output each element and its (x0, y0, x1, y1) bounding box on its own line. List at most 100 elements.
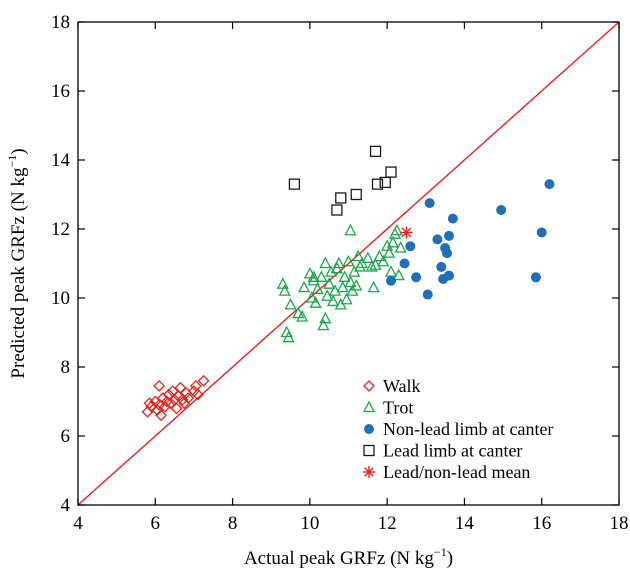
legend-item: Lead/non-lead mean (363, 462, 530, 482)
data-point (422, 289, 433, 300)
identity-line (77, 21, 620, 506)
data-point (373, 249, 386, 262)
series-circle (386, 179, 555, 300)
data-point (153, 380, 166, 392)
data-point (369, 145, 382, 158)
data-point (182, 392, 195, 404)
data-point (386, 275, 397, 286)
legend-marker (363, 466, 375, 478)
y-axis-label-sup: −1 (5, 155, 19, 168)
data-point (367, 280, 380, 293)
data-point (309, 296, 322, 308)
legend-label: Walk (383, 376, 421, 396)
data-point (288, 178, 301, 190)
data-point (344, 223, 357, 236)
data-point (442, 248, 453, 259)
data-point (155, 409, 168, 422)
x-axis-label-sup: −1 (434, 545, 447, 559)
y-tick-label: 12 (51, 219, 70, 240)
data-point (536, 227, 547, 238)
data-point (278, 284, 291, 296)
legend-item: Lead limb at canter (363, 441, 522, 461)
data-point (296, 310, 309, 322)
series-diamond (141, 374, 210, 422)
x-tick-label: 8 (228, 513, 238, 534)
legend-marker (362, 400, 376, 413)
data-point (350, 279, 363, 291)
data-point (305, 291, 318, 303)
axis-tick-labels: 4 6 8 10 12 14 16 18 4 6 8 10 12 14 16 18 (51, 12, 629, 534)
data-point (342, 254, 355, 267)
data-point (326, 294, 340, 307)
data-point (377, 254, 390, 267)
y-tick-label: 8 (61, 357, 71, 378)
data-point (332, 256, 345, 269)
data-point (319, 256, 332, 269)
data-point (447, 213, 458, 224)
data-point (191, 388, 204, 401)
y-tick-label: 4 (61, 495, 71, 516)
data-point (361, 251, 374, 263)
data-point (335, 192, 347, 204)
y-axis-label: Predicted peak GRFz (N kg−1) (5, 148, 29, 378)
x-tick-label: 18 (610, 513, 629, 534)
y-tick-label: 6 (61, 426, 71, 447)
data-point (197, 374, 210, 387)
data-point (390, 223, 403, 236)
y-tick-label: 14 (51, 150, 71, 171)
data-point (530, 272, 541, 283)
data-point (141, 405, 154, 418)
data-point (544, 179, 555, 190)
data-point (392, 268, 405, 281)
series-square (288, 145, 397, 216)
legend-item: Walk (363, 376, 421, 396)
data-point (164, 397, 177, 410)
plot-frame (77, 21, 620, 506)
y-axis-label-end: ) (8, 148, 29, 154)
data-point (379, 176, 391, 189)
data-point (399, 258, 410, 269)
data-point (382, 246, 396, 258)
data-point (352, 249, 365, 262)
legend-label: Non-lead limb at canter (383, 419, 553, 439)
data-point (436, 261, 447, 272)
x-axis-label-end: ) (447, 548, 453, 569)
data-point (344, 275, 357, 288)
data-point (340, 292, 353, 305)
data-point (338, 270, 351, 282)
data-point (350, 188, 362, 201)
data-point (385, 166, 397, 178)
data-point (178, 397, 191, 410)
legend-marker (364, 424, 374, 434)
legend-label: Lead limb at canter (383, 441, 522, 461)
data-point (170, 402, 183, 415)
data-point (315, 270, 328, 282)
data-points (141, 145, 555, 422)
legend-marker (363, 444, 375, 457)
legend-item: Trot (362, 398, 413, 418)
data-point (284, 298, 297, 310)
data-point (394, 241, 407, 253)
y-axis-label-text: Predicted peak GRFz (N kg (8, 167, 29, 379)
data-point (317, 318, 330, 331)
data-point (143, 397, 156, 410)
x-tick-label: 4 (73, 513, 83, 534)
data-point (424, 198, 435, 209)
y-tick-label: 16 (51, 81, 70, 102)
x-tick-label: 12 (378, 513, 397, 534)
data-point (384, 265, 398, 277)
data-point (400, 226, 413, 239)
data-point (331, 204, 343, 216)
data-point (405, 241, 416, 252)
data-point (328, 284, 342, 296)
data-point (325, 265, 338, 277)
data-point (319, 311, 332, 324)
data-point (496, 205, 507, 216)
x-tick-label: 16 (532, 513, 551, 534)
data-point (386, 235, 400, 248)
data-point (432, 234, 443, 245)
series-triangle (276, 223, 407, 343)
data-point (174, 381, 187, 394)
legend-marker (363, 380, 375, 392)
